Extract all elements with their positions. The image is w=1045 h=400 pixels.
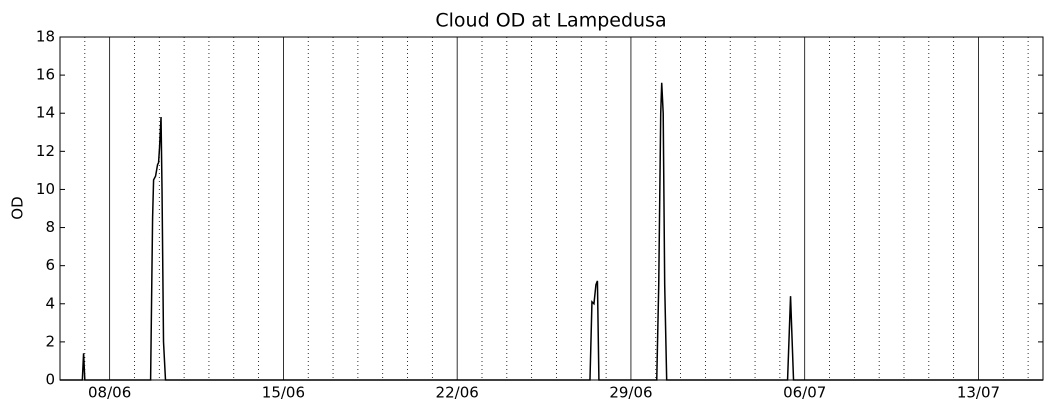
y-tick-label: 2 [45,332,55,350]
y-tick-label: 4 [45,294,55,312]
y-axis-label: OD [9,196,27,219]
x-tick-label: 13/07 [957,384,1000,400]
y-tick-label: 6 [45,256,55,274]
plot-frame [59,36,1044,381]
x-tick-label: 15/06 [262,384,305,400]
y-tick-label: 18 [36,28,55,46]
x-tick-label: 29/06 [609,384,652,400]
y-tick-label: 10 [36,180,55,198]
y-tick-label: 12 [36,142,55,160]
x-tick-label: 06/07 [783,384,826,400]
chart-title: Cloud OD at Lampedusa [435,10,666,32]
x-tick-label: 22/06 [436,384,479,400]
y-tick-label: 8 [45,218,55,236]
y-tick-label: 14 [36,104,55,122]
y-tick-label: 0 [45,371,55,389]
x-tick-label: 08/06 [88,384,131,400]
data-line [60,82,1043,381]
y-tick-label: 16 [36,66,55,84]
